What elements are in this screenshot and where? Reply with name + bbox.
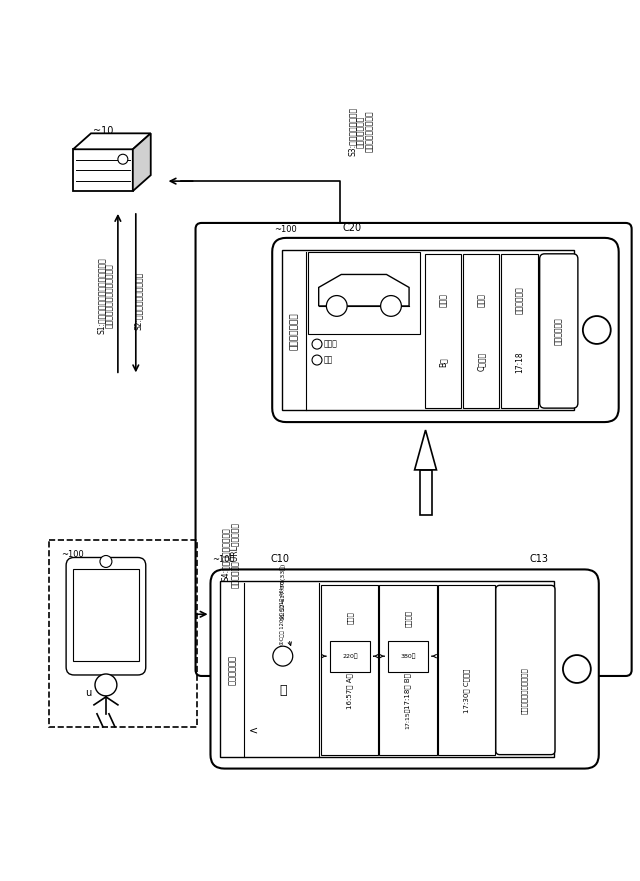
Text: 🚶: 🚶 [279, 685, 287, 697]
Text: C13: C13 [529, 554, 548, 565]
Circle shape [100, 556, 112, 567]
Text: S3:入札額に応じて、: S3:入札額に応じて、 [348, 107, 356, 156]
Bar [369, 279, 394, 290]
Text: ①C金額 1200円 乗換1回 40km: ①C金額 1200円 乗換1回 40km [280, 581, 285, 645]
Text: 提案する提案情報とを配信する: 提案する提案情報とを配信する [106, 263, 115, 328]
FancyBboxPatch shape [196, 223, 632, 676]
Text: S1:検索結果と、タクシーの利用を: S1:検索結果と、タクシーの利用を [97, 257, 106, 334]
Circle shape [95, 674, 117, 696]
Bar [73, 569, 139, 661]
Text: 利用予定時間: 利用予定時間 [515, 286, 524, 314]
Bar [49, 539, 196, 727]
Text: 配車予約ページ: 配車予約ページ [290, 312, 299, 350]
Circle shape [563, 655, 591, 683]
Text: 今すぐタクシーを予約！: 今すぐタクシーを予約！ [521, 668, 528, 714]
Circle shape [118, 154, 128, 164]
Text: C10: C10 [271, 554, 290, 565]
Bar [308, 252, 420, 334]
Circle shape [273, 646, 292, 666]
Text: B駅: B駅 [438, 357, 447, 366]
Bar [321, 585, 378, 755]
Polygon shape [73, 133, 151, 149]
Text: S4:選択した配車情報に: S4:選択した配車情報に [221, 528, 230, 581]
Text: 交通: 交通 [324, 356, 333, 365]
Text: ~10: ~10 [93, 126, 113, 137]
FancyBboxPatch shape [272, 238, 619, 422]
Text: ~100: ~100 [61, 550, 84, 559]
Circle shape [326, 296, 347, 316]
Bar [330, 640, 370, 671]
Text: Cホテル: Cホテル [477, 352, 486, 372]
Text: 16:57⇒17:30(33分): 16:57⇒17:30(33分) [280, 563, 285, 620]
Bar [438, 585, 495, 755]
FancyBboxPatch shape [540, 254, 578, 408]
Polygon shape [133, 133, 151, 191]
Bar [502, 254, 538, 408]
Text: 17:30着 Cホテル: 17:30着 Cホテル [463, 669, 470, 713]
Text: タクシー: タクシー [404, 610, 412, 626]
Text: 乗車地: 乗車地 [324, 339, 338, 349]
Text: 220円: 220円 [342, 654, 358, 659]
Text: u: u [85, 688, 91, 698]
Text: 380円: 380円 [400, 654, 416, 659]
Text: ~100: ~100 [212, 555, 236, 564]
Text: 配車情報を選択する: 配車情報を選択する [365, 110, 374, 152]
Text: 17:18発 B駅: 17:18発 B駅 [404, 673, 412, 708]
Text: 乗車地: 乗車地 [438, 293, 447, 307]
Text: S2:配車情報とを送信する: S2:配車情報とを送信する [134, 271, 143, 329]
Circle shape [381, 296, 401, 316]
Bar [425, 254, 461, 408]
FancyBboxPatch shape [66, 558, 146, 675]
Circle shape [312, 339, 322, 349]
Text: <: < [250, 726, 259, 736]
Bar [380, 585, 436, 755]
Text: 配信対象となる: 配信対象となる [356, 115, 365, 147]
Bar [73, 149, 133, 191]
Bar [463, 254, 499, 408]
Bar [332, 279, 358, 290]
Text: 経路検索結果: 経路検索結果 [228, 655, 237, 685]
Text: ~100: ~100 [274, 226, 297, 234]
Bar [419, 470, 431, 515]
Text: 17:15着: 17:15着 [405, 707, 411, 729]
FancyBboxPatch shape [211, 569, 599, 768]
Polygon shape [319, 275, 409, 306]
Circle shape [583, 316, 611, 344]
Text: 在来線: 在来線 [346, 611, 353, 625]
Bar [220, 581, 554, 757]
Text: 17:18: 17:18 [515, 351, 524, 373]
Text: C20: C20 [342, 223, 362, 233]
Circle shape [312, 355, 322, 365]
Text: 配車予約する: 配車予約する [554, 317, 563, 344]
Text: 目的地: 目的地 [477, 293, 486, 307]
Text: 16:57発 A駅: 16:57発 A駅 [346, 673, 353, 708]
Polygon shape [415, 430, 436, 470]
FancyBboxPatch shape [496, 585, 555, 755]
Bar [388, 640, 428, 671]
Text: アクセスするURLを送信する: アクセスするURLを送信する [230, 522, 239, 588]
Bar [282, 250, 574, 411]
